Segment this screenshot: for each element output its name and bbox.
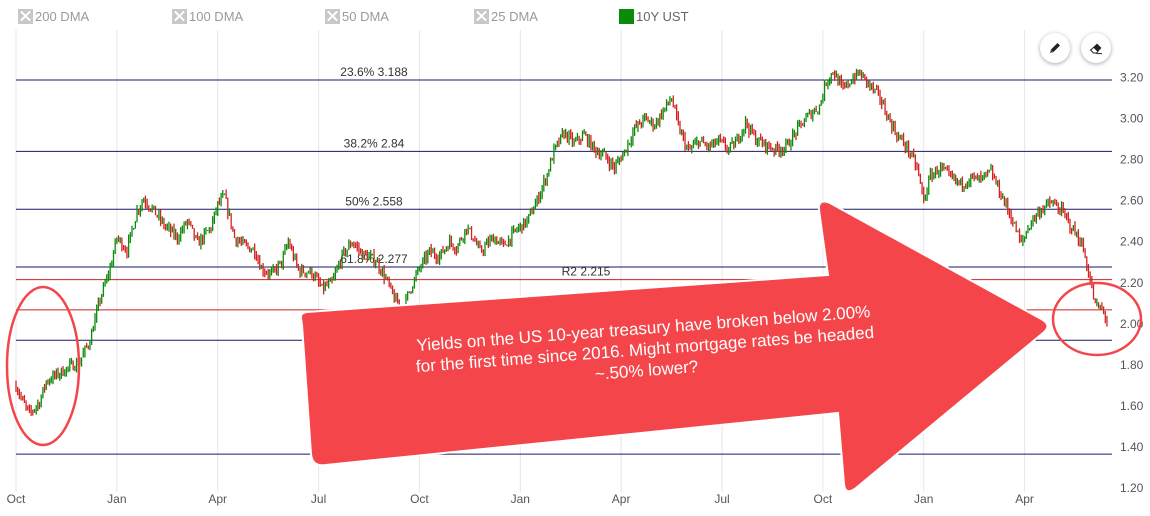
series-swatch-icon	[619, 8, 634, 24]
legend-label: 50 DMA	[342, 8, 389, 24]
legend-label: 10Y UST	[636, 8, 689, 24]
y-tick-label: 2.20	[1120, 276, 1144, 290]
x-tick-label: Apr	[612, 492, 631, 506]
x-tick-label: Apr	[208, 492, 227, 506]
x-tick-label: Jul	[311, 492, 326, 506]
x-tick-label: Jul	[714, 492, 729, 506]
draw-tool-button[interactable]	[1040, 33, 1070, 63]
x-axis: Oct Jan Apr Jul Oct Jan Apr Jul Oct Jan Apr	[7, 492, 1034, 506]
checkbox-unchecked-icon	[474, 8, 489, 24]
highlight-circle-left	[5, 285, 81, 447]
pencil-icon	[1050, 43, 1060, 53]
y-tick-label: 1.60	[1120, 399, 1144, 413]
annotations	[5, 200, 1143, 493]
y-tick-label: 2.40	[1120, 235, 1144, 249]
callout-arrow	[299, 200, 1049, 493]
fib-level-label: 50% 2.558	[345, 194, 403, 208]
fib-level-label: 23.6% 3.188	[340, 65, 408, 79]
y-tick-label: 2.80	[1120, 153, 1144, 167]
pivot-level-label: R2 2.215	[562, 265, 611, 279]
checkbox-unchecked-icon	[325, 8, 340, 24]
y-tick-label: 2.00	[1120, 317, 1144, 331]
x-tick-label: Oct	[7, 492, 26, 506]
y-tick-label: 1.80	[1120, 358, 1144, 372]
x-tick-label: Jan	[511, 492, 530, 506]
highlight-circle-right	[1051, 281, 1143, 357]
series-10y-ust	[15, 68, 1108, 416]
x-tick-label: Jan	[107, 492, 126, 506]
checkbox-unchecked-icon	[18, 8, 33, 24]
x-tick-label: Jan	[914, 492, 933, 506]
erase-tool-button[interactable]	[1081, 33, 1111, 63]
y-tick-label: 1.40	[1120, 440, 1144, 454]
legend-label: 100 DMA	[189, 8, 244, 24]
fib-level-label: 38.2% 2.84	[344, 136, 405, 150]
legend-item-25-dma[interactable]: 25 DMA	[474, 7, 538, 25]
y-axis: 1.20 1.40 1.60 1.80 2.00 2.20 2.40 2.60 2.80 3.00…	[1120, 71, 1144, 495]
eraser-icon	[1089, 43, 1102, 55]
y-tick-label: 3.20	[1120, 71, 1144, 85]
x-tick-label: Oct	[410, 492, 429, 506]
x-tick-label: Oct	[814, 492, 833, 506]
checkbox-unchecked-icon	[172, 8, 187, 24]
legend-label: 200 DMA	[35, 8, 90, 24]
legend-item-50-dma[interactable]: 50 DMA	[325, 7, 389, 25]
legend-label: 25 DMA	[491, 8, 538, 24]
y-tick-label: 3.00	[1120, 112, 1144, 126]
x-tick-label: Apr	[1015, 492, 1034, 506]
y-tick-label: 1.20	[1120, 481, 1144, 495]
legend-item-100-dma[interactable]: 100 DMA	[172, 7, 243, 25]
legend: 200 DMA 100 DMA 50 DMA 25 DMA 10Y UST	[0, 0, 1150, 30]
legend-item-10y-ust[interactable]: 10Y UST	[619, 7, 689, 25]
legend-item-200-dma[interactable]: 200 DMA	[18, 7, 89, 25]
y-tick-label: 2.60	[1120, 194, 1144, 208]
